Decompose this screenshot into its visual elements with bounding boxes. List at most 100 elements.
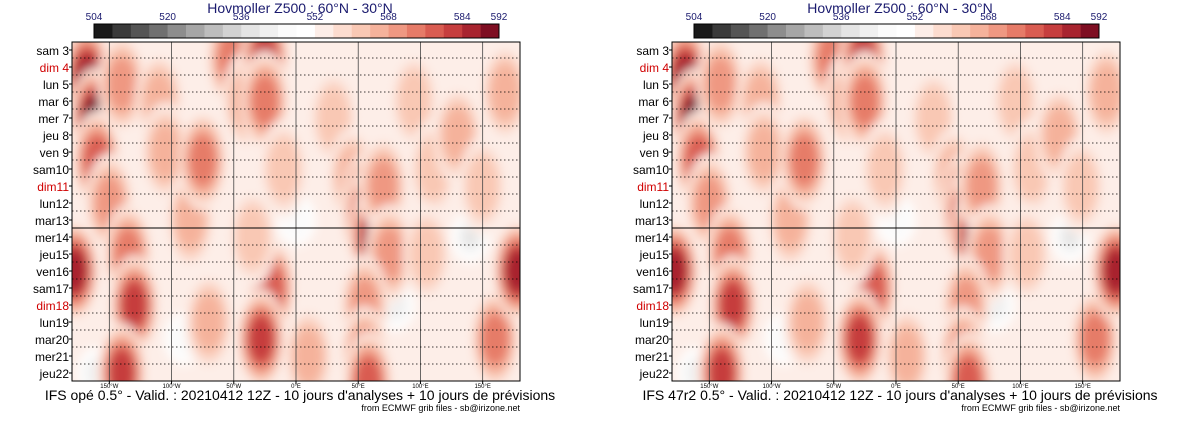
warm-anomaly-region <box>121 283 147 327</box>
day-label: lun 5 <box>43 78 69 92</box>
colorbar-swatch <box>462 24 481 38</box>
warm-anomaly-region <box>720 283 746 327</box>
colorbar-tick-label: 504 <box>86 12 103 23</box>
colorbar-swatch <box>94 24 113 38</box>
colorbar-swatch <box>1043 24 1063 38</box>
colorbar-swatch <box>694 24 713 38</box>
day-label: dim18 <box>36 299 69 313</box>
colorbar-swatch <box>314 24 334 38</box>
day-label: mer14 <box>35 231 69 245</box>
warm-anomaly-region <box>189 136 216 185</box>
day-label: dim 4 <box>640 61 670 75</box>
colorbar-tick-label: 584 <box>1054 12 1071 23</box>
colorbar-swatch <box>1025 24 1045 38</box>
colorbar-swatch <box>222 24 242 38</box>
plot-frame <box>71 41 521 382</box>
warm-anomaly-region <box>1065 155 1098 217</box>
colorbar-swatch <box>841 24 860 38</box>
warm-anomaly-region <box>481 315 509 363</box>
colorbar-tick-label: 568 <box>380 12 397 23</box>
warm-anomaly-region <box>790 136 818 185</box>
colorbar-swatch <box>333 24 353 38</box>
colorbar-swatch <box>130 24 150 38</box>
colorbar-swatch <box>296 24 316 38</box>
colorbar-tick-label: 520 <box>159 12 176 23</box>
colorbar-swatch <box>480 24 500 38</box>
colorbar-frame <box>693 23 1100 39</box>
colorbar-tick-label: 592 <box>1091 12 1108 23</box>
hovmoller-chart: 504 520 536 552 568 584 592 150°W 100°W 50°W 0°E 50… <box>633 12 1121 390</box>
warm-anomaly-region <box>999 70 1032 132</box>
colorbar-swatch <box>712 24 732 38</box>
day-label: jeu15 <box>639 248 670 262</box>
colorbar-tick-label: 520 <box>759 12 776 23</box>
day-label: ven16 <box>636 265 669 279</box>
colorbar-swatch <box>804 24 824 38</box>
day-label: dim11 <box>637 180 669 194</box>
warm-anomaly-region <box>749 124 779 180</box>
cold-anomaly-region <box>463 228 478 246</box>
colorbar-swatch <box>149 24 168 38</box>
colorbar-frame <box>93 23 500 39</box>
colorbar-swatch <box>167 24 187 38</box>
colorbar-tick-label: 584 <box>454 12 471 23</box>
plot-frame <box>671 41 1121 382</box>
warm-anomaly-region <box>194 294 224 350</box>
colorbar-tick-label: 568 <box>980 12 997 23</box>
colorbar-swatch <box>204 24 224 38</box>
colorbar-swatch <box>370 24 389 38</box>
colorbar-tick-label: 504 <box>686 12 703 23</box>
day-label: jeu 8 <box>642 129 669 143</box>
warm-anomaly-region <box>369 160 397 212</box>
warm-anomaly-region <box>967 160 996 212</box>
x-tick-label: 100°W <box>763 384 781 390</box>
day-label: jeu22 <box>639 367 670 381</box>
colorbar-tick-label: 536 <box>833 12 850 23</box>
day-label: jeu22 <box>39 367 70 381</box>
day-label: mar20 <box>35 333 69 347</box>
colorbar-swatch <box>1006 24 1026 38</box>
day-label: ven16 <box>36 265 69 279</box>
day-label: mar 6 <box>38 95 69 109</box>
warm-anomaly-region <box>251 77 279 125</box>
day-label: ven 9 <box>40 146 70 160</box>
warm-anomaly-region <box>672 249 687 293</box>
colorbar-swatch <box>443 24 463 38</box>
x-tick-label: 0°E <box>291 384 301 390</box>
colorbar-swatch <box>259 24 279 38</box>
day-label: mar20 <box>635 333 669 347</box>
day-label: sam17 <box>33 282 69 296</box>
x-tick-label: 150°W <box>100 384 118 390</box>
day-label: dim 4 <box>40 61 70 75</box>
warm-anomaly-region <box>410 223 443 285</box>
warm-anomaly-region <box>1103 249 1120 293</box>
day-label: sam17 <box>633 282 669 296</box>
day-label: sam10 <box>33 163 69 177</box>
day-label: sam 3 <box>36 44 69 58</box>
warm-anomaly-region <box>490 65 520 120</box>
hovmoller-chart: 504 520 536 552 568 584 592 150°W 100°W 50°W 0°E 50… <box>33 12 521 390</box>
x-tick-label: 50°E <box>952 384 965 390</box>
colorbar-tick-label: 552 <box>307 12 324 23</box>
x-tick-label: 150°W <box>700 384 718 390</box>
day-label: mar13 <box>35 214 69 228</box>
colorbar-swatch <box>933 24 953 38</box>
colorbar-swatch <box>186 24 205 38</box>
day-label: lun12 <box>640 197 670 211</box>
day-label: dim11 <box>37 180 69 194</box>
warm-anomaly-region <box>706 58 735 110</box>
day-label: mar13 <box>635 214 669 228</box>
warm-anomaly-region <box>847 317 873 361</box>
warm-anomaly-region <box>709 351 735 381</box>
colorbar-swatch <box>749 24 768 38</box>
colorbar-swatch <box>786 24 805 38</box>
day-label: jeu15 <box>39 248 70 262</box>
warm-anomaly-region <box>836 206 869 268</box>
colorbar-swatch <box>425 24 445 38</box>
colorbar-swatch <box>859 24 879 38</box>
warm-anomaly-region <box>109 351 135 381</box>
colorbar-swatch <box>767 24 787 38</box>
day-label: mer14 <box>635 231 669 245</box>
data-credit: from ECMWF grib files - sb@irizone.net <box>961 403 1120 413</box>
colorbar-swatch <box>406 24 426 38</box>
